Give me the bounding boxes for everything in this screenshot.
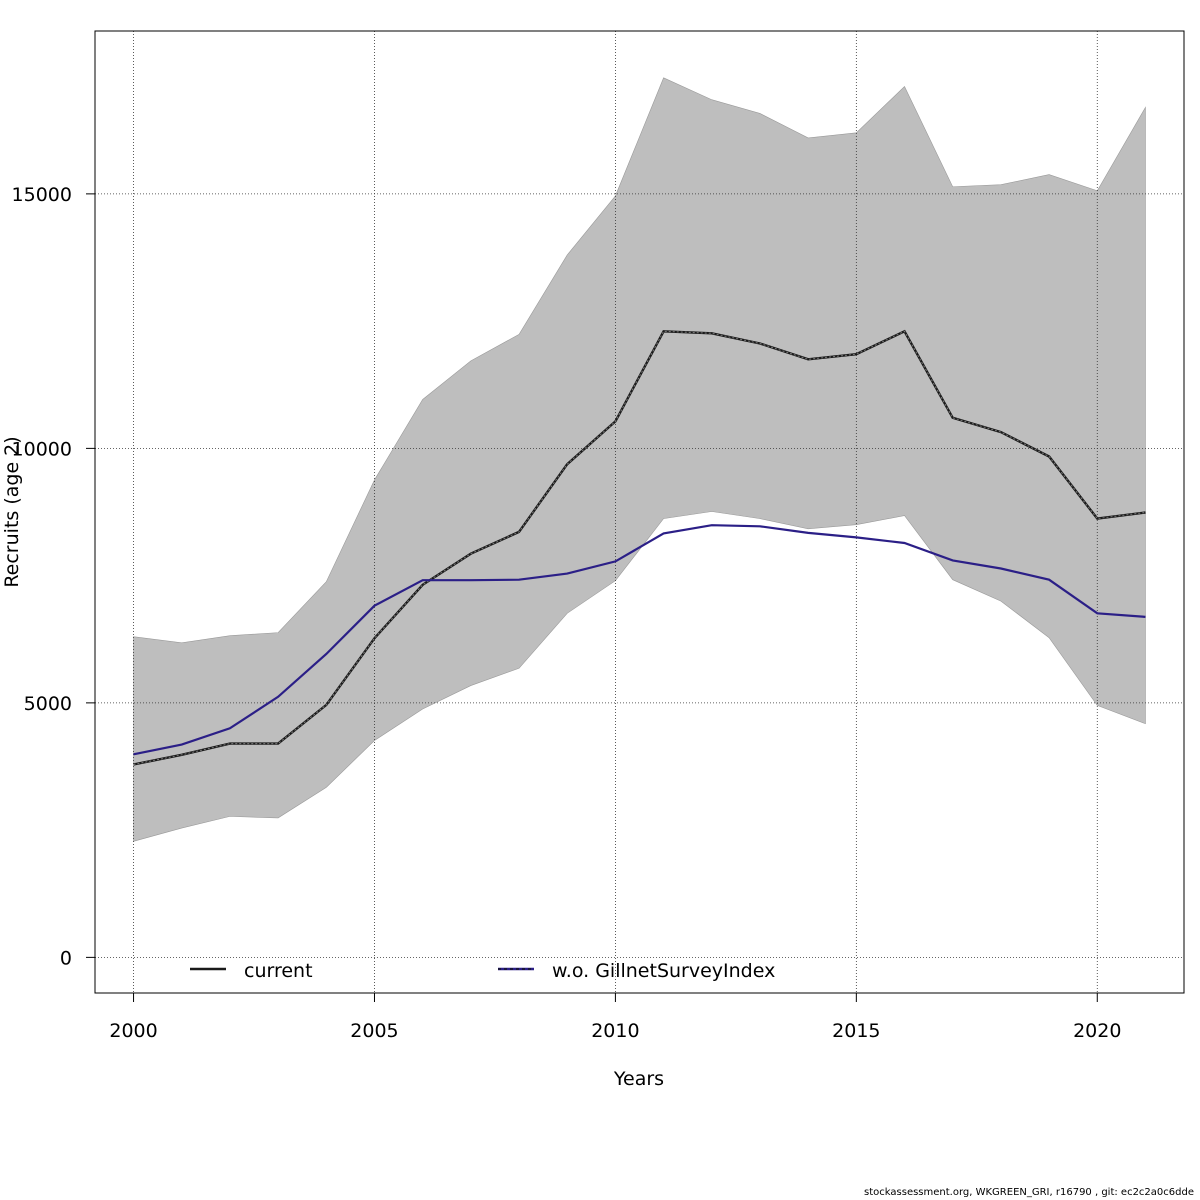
x-tick-label: 2020 <box>1073 1020 1121 1042</box>
legend: current w.o. GillnetSurveyIndex <box>190 960 775 982</box>
x-tick-label: 2015 <box>832 1020 880 1042</box>
y-tick-label: 0 <box>60 947 72 969</box>
series-line-gillnet <box>133 524 1146 756</box>
x-axis-label: Years <box>613 1068 664 1090</box>
y-tick-label: 15000 <box>12 184 72 206</box>
y-tick-label: 10000 <box>12 438 72 460</box>
footer-credit: stockassessment.org, WKGREEN_GRI, r16790… <box>864 1187 1194 1198</box>
y-axis-label: Recruits (age 2) <box>1 436 23 587</box>
x-tick-label: 2000 <box>109 1020 157 1042</box>
legend-label-gillnet: w.o. GillnetSurveyIndex <box>552 960 775 982</box>
confidence-band <box>133 77 1146 842</box>
series-line-current-dash <box>133 330 1146 765</box>
x-tick-label: 2005 <box>350 1020 398 1042</box>
legend-label-current: current <box>244 960 313 982</box>
y-tick-label: 5000 <box>24 693 72 715</box>
x-tick-label: 2010 <box>591 1020 639 1042</box>
